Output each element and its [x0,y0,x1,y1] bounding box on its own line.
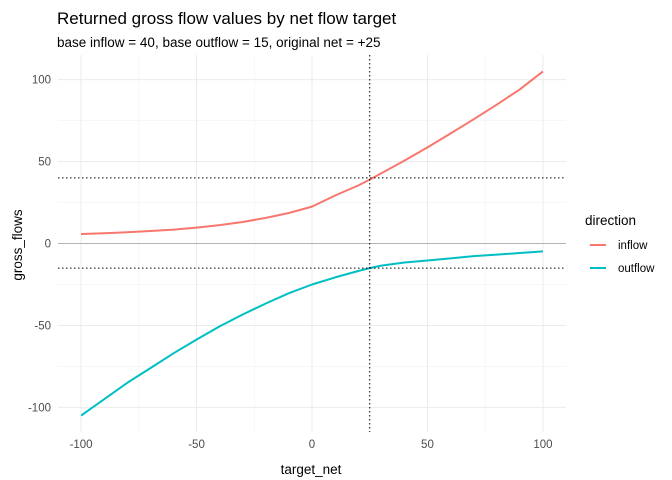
x-tick-label: -50 [188,439,205,451]
chart-subtitle: base inflow = 40, base outflow = 15, ori… [57,35,380,50]
y-tick-label: 50 [38,157,51,169]
y-axis-title: gross_flows [10,209,25,281]
x-axis-title: target_net [281,462,342,477]
y-tick-label: -100 [28,402,51,414]
legend-label-outflow: outflow [618,263,655,275]
plot-area [58,55,566,432]
legend-label-inflow: inflow [618,240,648,252]
legend-title: direction [585,213,636,228]
y-tick-label: -50 [34,320,51,332]
y-axis-ticks: -100 -50 0 50 100 [28,75,51,415]
x-axis-ticks: -100 -50 0 50 100 [70,439,553,451]
series-line-inflow [81,70,544,235]
legend: direction inflow outflow [585,213,655,275]
y-tick-label: 100 [32,75,51,87]
x-tick-label: 0 [309,439,315,451]
x-tick-label: 100 [533,439,552,451]
series-line-outflow [80,250,543,417]
chart-title: Returned gross flow values by net flow t… [57,9,397,28]
x-tick-label: -100 [70,439,93,451]
y-tick-label: 0 [45,239,51,251]
x-tick-label: 50 [421,439,434,451]
